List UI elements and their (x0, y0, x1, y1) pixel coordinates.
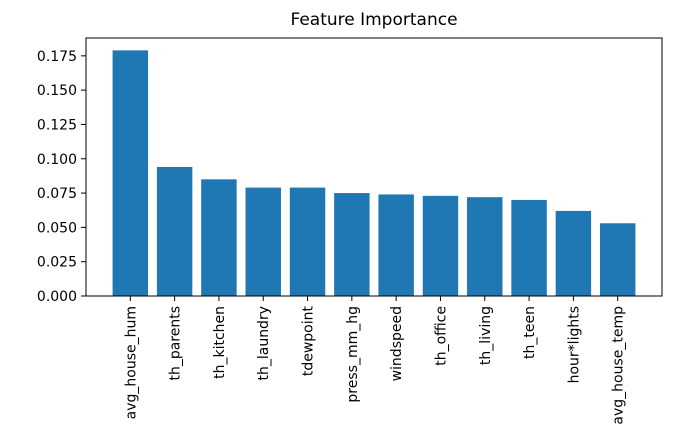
bar-th-office (422, 195, 459, 296)
bar-th-teen (511, 199, 547, 296)
y-axis: 0.000 0.025 0.050 0.075 0.100 0.125 0.150 0.175 (37, 49, 86, 305)
x-tick-label: th_laundry (256, 306, 272, 381)
x-tick-label: th_office (433, 306, 449, 366)
x-axis: avg_house_hum th_parents th_kitchen th_laun… (123, 296, 627, 425)
bar-avg-house-temp (599, 223, 636, 296)
y-tick-label: 0.000 (37, 289, 77, 305)
x-tick-label: th_living (478, 306, 494, 365)
x-tick-label: th_kitchen (212, 306, 228, 379)
bar-th-kitchen (201, 179, 237, 296)
x-tick-label: avg_house_temp (611, 306, 627, 425)
bars (112, 50, 636, 297)
y-tick-label: 0.150 (37, 83, 77, 99)
x-tick-label: press_mm_hg (345, 306, 361, 403)
y-tick-label: 0.050 (37, 220, 77, 236)
bar-tdewpoint (289, 187, 326, 296)
plot-frame (85, 37, 663, 297)
bar-hour-lights (555, 210, 592, 296)
y-tick-label: 0.100 (37, 152, 77, 168)
x-tick-label: tdewpoint (301, 306, 317, 377)
x-tick-label: hour*lights (566, 306, 582, 383)
y-tick-label: 0.175 (37, 49, 77, 65)
bar-th-laundry (245, 187, 281, 296)
bar-th-living (467, 197, 503, 296)
y-tick-label: 0.125 (37, 117, 77, 133)
y-tick-label: 0.025 (37, 255, 77, 271)
x-tick-label: avg_house_hum (123, 306, 139, 419)
x-tick-label: th_parents (168, 306, 184, 381)
bar-avg-house-hum (112, 50, 149, 297)
y-tick-label: 0.075 (37, 186, 77, 202)
x-tick-label: windspeed (389, 306, 405, 381)
x-tick-label: th_teen (522, 306, 538, 359)
bar-th-parents (156, 167, 193, 296)
bar-press-mm-hg (334, 193, 370, 296)
chart-title: Feature Importance (290, 10, 457, 30)
bar-windspeed (378, 194, 414, 296)
